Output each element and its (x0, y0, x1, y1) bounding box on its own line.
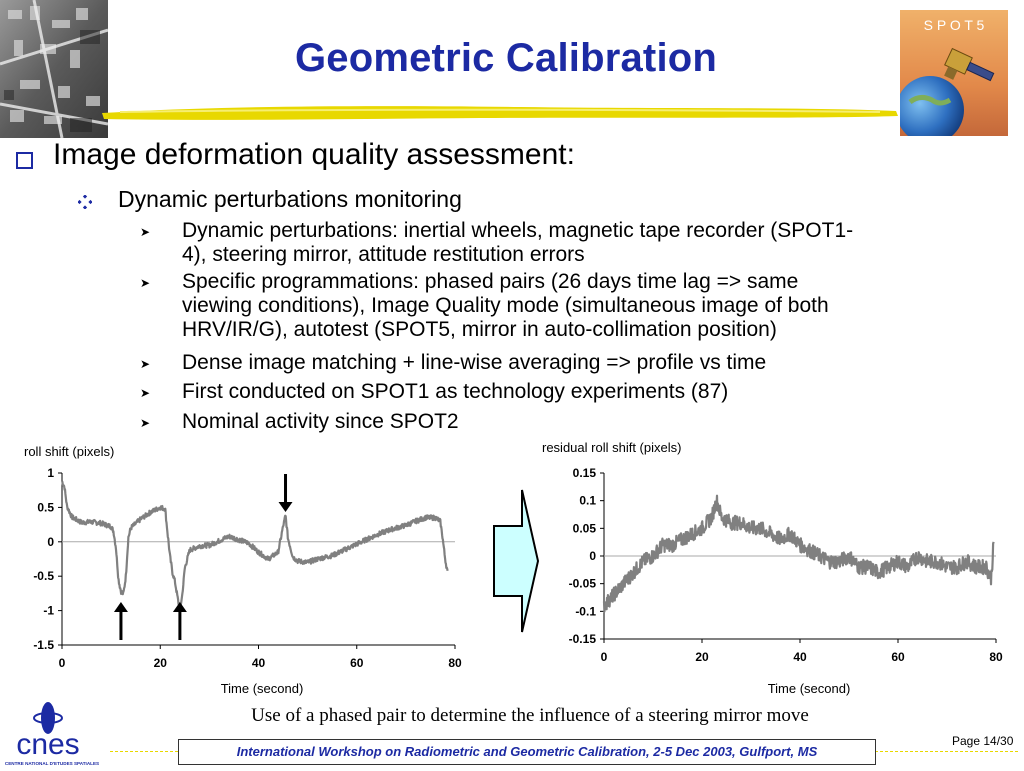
footer-text: International Workshop on Radiometric an… (236, 744, 818, 759)
right-arrow-icon (493, 489, 540, 633)
arrow-bullet-icon: ➤ (140, 276, 151, 290)
annotation-arrowhead (278, 502, 293, 512)
x-axis-title: Time (second) (221, 681, 304, 696)
figure-caption: Use of a phased pair to determine the in… (251, 705, 809, 726)
bullet-line: First conducted on SPOT1 as technology e… (182, 380, 729, 403)
annotation-arrowhead (113, 602, 128, 612)
x-axis-title: Time (second) (768, 681, 851, 696)
y-tick-label: 0.5 (37, 500, 54, 514)
cnes-logo-text: cnes (16, 728, 79, 761)
annotation-arrowhead (172, 602, 187, 612)
title-underline (102, 106, 898, 120)
arrow-bullet-icon: ➤ (140, 225, 151, 239)
cnes-logo: cnes CENTRE NATIONAL D'ETUDES SPATIALES (5, 702, 99, 766)
slide-title: Geometric Calibration (294, 36, 718, 80)
bullet-level1-text: Image deformation quality assessment: (53, 138, 575, 171)
roll-shift-chart: roll shift (pixels) Time (second) 1 0.5 0 -0.… (24, 444, 462, 696)
satellite-image (0, 0, 108, 138)
bullet-line: viewing conditions), Image Quality mode … (182, 294, 829, 317)
x-tick-label: 40 (793, 650, 807, 664)
y-tick-label: -0.05 (569, 577, 597, 591)
bullet-line: HRV/IR/G), autotest (SPOT5, mirror in au… (182, 318, 777, 341)
x-tick-label: 40 (252, 656, 266, 670)
bullet-line: Dense image matching + line-wise averagi… (182, 351, 767, 374)
arrow-bullet-icon: ➤ (140, 416, 151, 430)
x-tick-label: 60 (350, 656, 364, 670)
series-line (61, 480, 449, 611)
residual-roll-shift-chart: residual roll shift (pixels) Time (second… (542, 440, 1003, 696)
y-tick-label: -0.15 (569, 632, 597, 646)
series-line (602, 494, 995, 613)
square-bullet-icon (16, 152, 33, 169)
bullet-line: Nominal activity since SPOT2 (182, 410, 459, 433)
x-tick-label: 0 (601, 650, 608, 664)
y-tick-label: 0.15 (573, 466, 597, 480)
y-tick-label: 0 (47, 535, 54, 549)
x-tick-label: 20 (695, 650, 709, 664)
y-axis-title: roll shift (pixels) (24, 444, 114, 459)
page-number: Page 14/30 (952, 734, 1014, 748)
footer-banner: International Workshop on Radiometric an… (178, 739, 876, 765)
spot5-logo: S P O T 5 (900, 10, 1008, 136)
x-tick-label: 0 (59, 656, 66, 670)
bullet-line: Specific programmations: phased pairs (2… (182, 270, 799, 293)
arrow-bullet-icon: ➤ (140, 386, 151, 400)
y-tick-label: 0.05 (573, 521, 597, 535)
y-tick-label: 0.1 (579, 494, 596, 508)
y-axis-title: residual roll shift (pixels) (542, 440, 681, 455)
x-tick-label: 20 (154, 656, 168, 670)
y-tick-label: 1 (47, 466, 54, 480)
arrow-bullet-icon: ➤ (140, 357, 151, 371)
y-tick-label: -1 (43, 604, 54, 618)
spot5-logo-text: S P O T 5 (924, 17, 985, 33)
bullet-level2-text: Dynamic perturbations monitoring (118, 186, 462, 212)
diamond-bullet-icon (78, 195, 92, 209)
x-tick-label: 80 (989, 650, 1003, 664)
bullet-line: Dynamic perturbations: inertial wheels, … (182, 219, 854, 242)
x-tick-label: 80 (448, 656, 462, 670)
cnes-logo-subtext: CENTRE NATIONAL D'ETUDES SPATIALES (5, 761, 99, 766)
y-tick-label: 0 (589, 549, 596, 563)
y-tick-label: -0.5 (33, 569, 54, 583)
y-tick-label: -1.5 (33, 638, 54, 652)
bullet-line: 4), steering mirror, attitude restitutio… (182, 243, 585, 266)
x-tick-label: 60 (891, 650, 905, 664)
y-tick-label: -0.1 (575, 604, 596, 618)
